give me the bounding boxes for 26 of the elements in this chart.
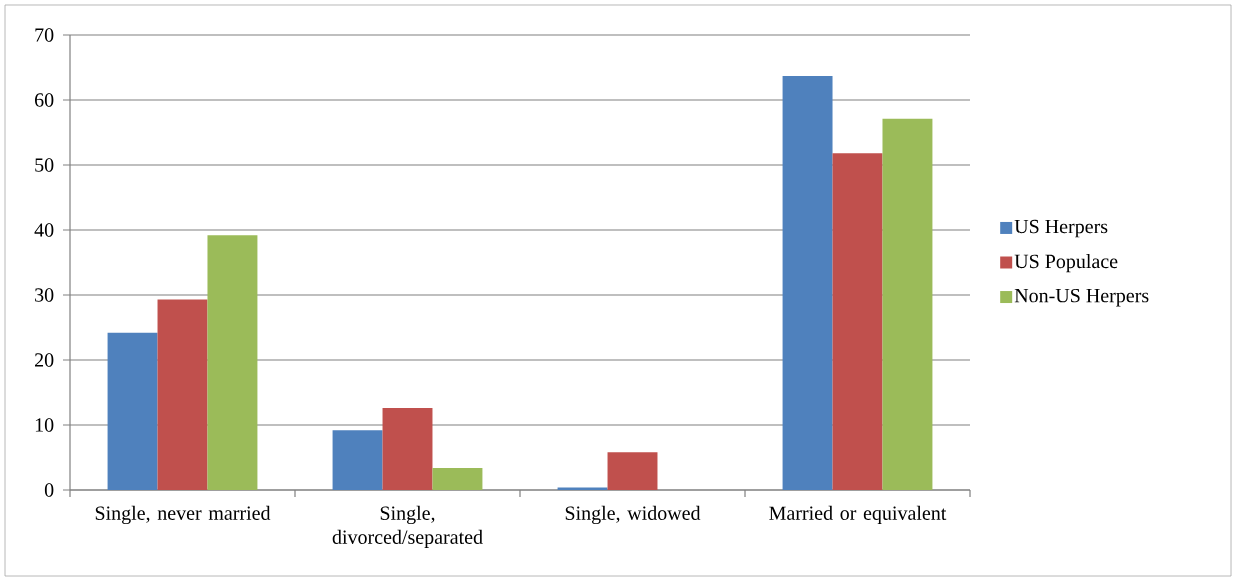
bar [832, 153, 883, 490]
y-tick-label: 0 [44, 483, 54, 497]
bar [157, 299, 208, 490]
bar [557, 487, 608, 490]
legend-label: US Populace [1014, 254, 1118, 273]
bar [332, 430, 383, 490]
legend-label: US Herpers [1014, 219, 1108, 238]
bar [432, 467, 483, 490]
y-tick-label: 40 [34, 223, 54, 237]
x-tick-label: Single, divorced/separated [332, 505, 483, 549]
y-tick-label: 10 [35, 418, 54, 432]
legend-label: Non-US Herpers [1014, 288, 1149, 307]
bar [607, 452, 658, 490]
bar [882, 118, 933, 490]
x-tick-label: Single, widowed [565, 505, 701, 525]
x-tick-label: Single, never married [95, 505, 271, 525]
bar [207, 235, 258, 490]
y-tick-label: 70 [35, 28, 54, 42]
bar [382, 408, 433, 490]
y-tick-label: 20 [35, 353, 54, 367]
bar [782, 75, 833, 490]
y-tick-label: 50 [35, 158, 54, 172]
y-tick-label: 30 [35, 288, 54, 302]
x-tick-label: Married or equivalent [769, 505, 947, 525]
bar [107, 332, 158, 490]
y-tick-label: 60 [34, 93, 54, 107]
